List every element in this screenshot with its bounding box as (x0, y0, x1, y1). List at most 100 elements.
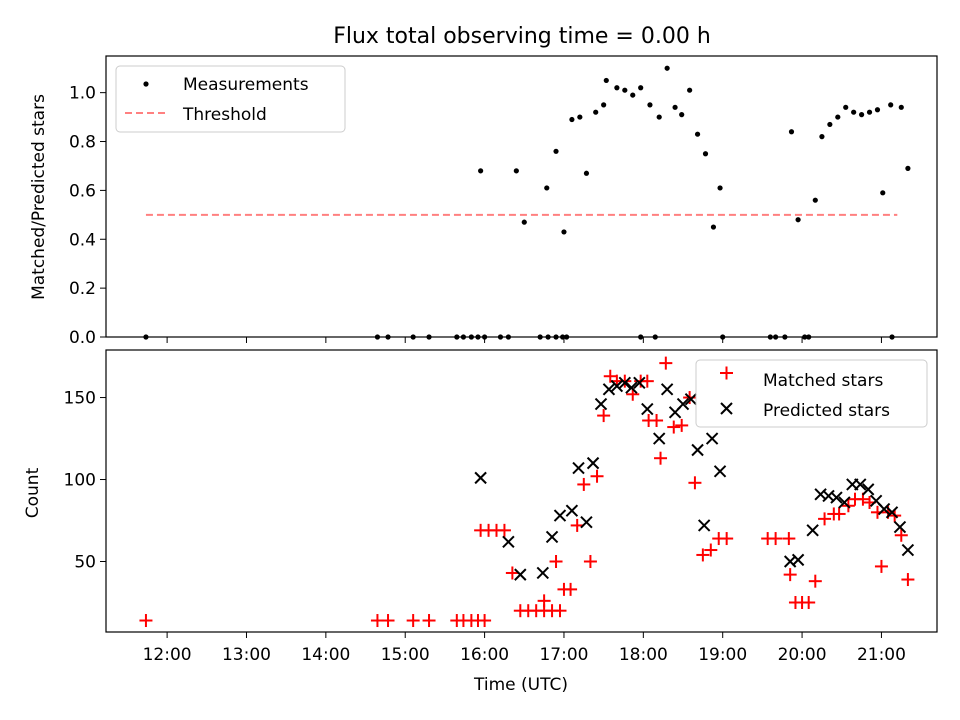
matched-star-point (667, 420, 681, 434)
predicted-star-point (641, 402, 654, 416)
predicted-star-point-b (893, 520, 907, 534)
measurement-point (638, 85, 644, 91)
predicted-star-point-b (862, 483, 875, 496)
measurement-point (593, 109, 599, 115)
measurement-point (880, 190, 886, 196)
matched-star-point (802, 595, 816, 609)
top-legend: Measurements Threshold (115, 65, 346, 133)
x-axis-label: Time (UTC) (473, 675, 568, 695)
measurement-point (647, 102, 653, 108)
predicted-star-point (652, 432, 666, 445)
measurement-point (835, 114, 841, 120)
legend-label-threshold: Threshold (182, 105, 267, 125)
predicted-star-point (565, 504, 579, 517)
predicted-star-point-b (652, 432, 666, 445)
predicted-star-point-b (869, 494, 883, 508)
measurement-point (843, 104, 849, 110)
predicted-star-point (572, 461, 585, 475)
predicted-star-point (618, 376, 632, 389)
predicted-star-point (633, 376, 646, 389)
predicted-star-point-b (641, 402, 654, 416)
bottom-x-tick-label: 20:00 (778, 645, 827, 665)
predicted-star-point-b (602, 383, 616, 396)
matched-star-point (650, 414, 664, 427)
bottom-x-tick-label: 12:00 (143, 645, 192, 665)
bottom-x-tick-label: 15:00 (381, 645, 430, 665)
predicted-star-point (838, 496, 851, 509)
legend-label-matched: Matched stars (763, 371, 883, 391)
predicted-star-point-b (676, 397, 690, 411)
predicted-star-point-b (565, 504, 579, 517)
top-y-tick-label: 0.2 (69, 279, 96, 299)
measurement-point (583, 170, 590, 176)
matched-star-point (505, 566, 519, 580)
top-y-tick-label: 1.0 (69, 84, 96, 104)
predicted-star-point-b (705, 432, 719, 445)
predicted-star-point-b (618, 376, 632, 389)
matched-star-point (583, 555, 597, 568)
predicted-star-point-b (594, 397, 608, 411)
predicted-star-point-b (586, 456, 600, 470)
measurement-point (905, 165, 911, 171)
legend-marker-matched (720, 366, 733, 380)
bottom-y-tick-label: 50 (74, 553, 96, 573)
bottom-x-tick-label: 17:00 (539, 645, 588, 665)
measurement-point (858, 112, 865, 118)
measurement-point (614, 85, 620, 91)
predicted-star-point (602, 383, 616, 396)
measurement-point (630, 92, 636, 98)
predicted-star-point (705, 432, 719, 445)
matched-star-point (783, 568, 797, 582)
predicted-star-point-b (633, 376, 646, 389)
predicted-star-point-b (691, 443, 704, 457)
matched-star-point (577, 477, 591, 491)
measurement-point (812, 197, 818, 203)
matched-star-point (597, 409, 611, 423)
matched-star-point (478, 614, 492, 628)
top-y-tick-label: 0.0 (69, 328, 96, 348)
matched-star-point (564, 582, 578, 596)
bottom-x-tick-label: 19:00 (698, 645, 747, 665)
predicted-star-point (697, 519, 711, 532)
bottom-panel: 50 100 150 12:00 13:00 14:00 15:00 16:00 17:00 18… (23, 349, 938, 695)
bottom-x-tick-label: 16:00 (460, 645, 509, 665)
predicted-star-point-b (783, 555, 797, 568)
measurement-point (601, 102, 607, 108)
predicted-star-point (586, 456, 600, 470)
matched-star-point (603, 369, 617, 383)
predicted-star-point-b (553, 509, 567, 522)
predicted-star-point (502, 535, 515, 549)
bottom-y-axis-label: Count (23, 467, 43, 518)
matched-star-point (675, 418, 689, 432)
bottom-y-tick-label: 150 (64, 389, 96, 409)
legend-marker-measurements (143, 81, 149, 87)
predicted-star-point (830, 491, 843, 504)
matched-star-point (570, 518, 584, 532)
measurement-point (544, 185, 550, 191)
measurement-point (622, 87, 628, 93)
predicted-star-point-b (838, 496, 851, 509)
matched-star-point (808, 574, 822, 588)
predicted-star-point-b (830, 491, 843, 504)
predicted-star-point-b (901, 543, 915, 557)
matched-star-point (590, 469, 604, 483)
predicted-star-point (806, 524, 819, 537)
measurement-point (603, 77, 609, 84)
bottom-axes-frame (105, 349, 938, 633)
predicted-star-point (877, 502, 891, 516)
measurement-point (569, 116, 575, 123)
predicted-star-point (660, 383, 674, 396)
matched-star-point (654, 451, 668, 465)
bottom-y-tick-label: 100 (64, 471, 96, 491)
matched-star-point (659, 356, 673, 370)
measurement-point (561, 229, 567, 235)
predicted-star-point-b (877, 502, 891, 516)
measurement-point (478, 168, 484, 174)
predicted-stars-points (474, 376, 915, 581)
predicted-star-point-b (885, 506, 899, 519)
predicted-star-point (854, 478, 867, 491)
matched-stars-points (139, 356, 915, 628)
measurement-point (827, 121, 833, 128)
measurement-point (717, 185, 723, 191)
measurement-point (656, 114, 662, 120)
